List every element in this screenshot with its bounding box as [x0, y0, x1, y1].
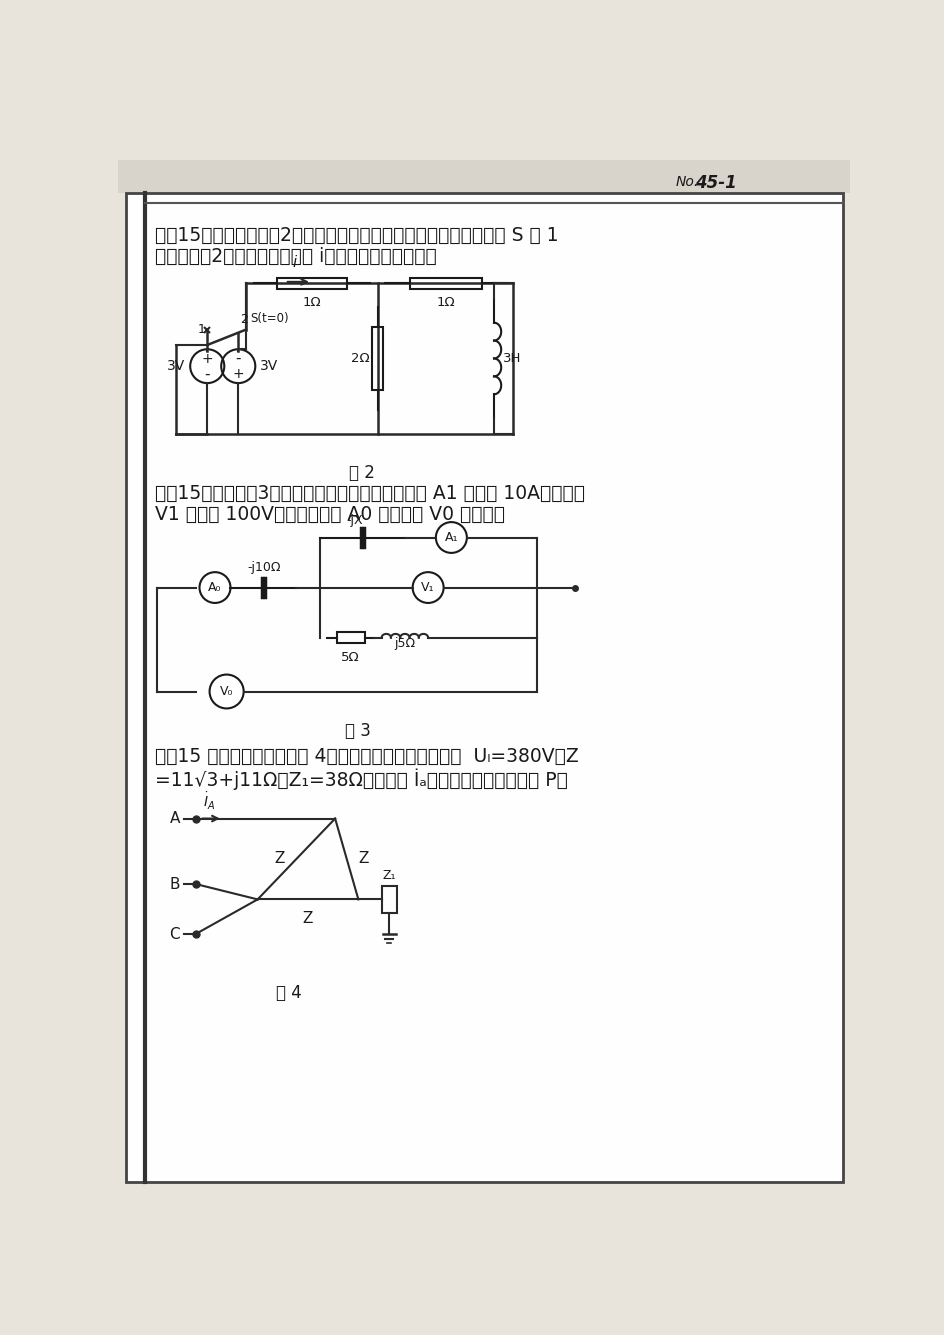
Text: +: + — [232, 367, 244, 380]
Text: Z: Z — [302, 910, 312, 926]
Text: 图 4: 图 4 — [276, 984, 301, 1003]
Bar — [118, 160, 850, 192]
Text: 3V: 3V — [260, 359, 278, 374]
Text: A: A — [170, 812, 180, 826]
Text: No.: No. — [675, 175, 699, 188]
Text: 3H: 3H — [503, 352, 521, 364]
Text: 2: 2 — [241, 314, 248, 327]
Text: $\dot{I}_A$: $\dot{I}_A$ — [203, 792, 215, 812]
Text: =11√3+j11Ω；Z₁=38Ω，求电流 İₐ，并计算电路的总功率 P。: =11√3+j11Ω；Z₁=38Ω，求电流 İₐ，并计算电路的总功率 P。 — [155, 769, 567, 790]
Text: -: - — [204, 366, 210, 382]
Text: A₀: A₀ — [208, 581, 222, 594]
Text: Z₁: Z₁ — [382, 869, 396, 882]
Text: 1: 1 — [197, 323, 206, 336]
Bar — [409, 278, 481, 288]
Text: -jX: -jX — [346, 514, 363, 526]
Circle shape — [435, 522, 466, 553]
Text: -j10Ω: -j10Ω — [246, 561, 280, 574]
Bar — [336, 633, 364, 643]
Circle shape — [413, 573, 443, 603]
Text: j5Ω: j5Ω — [394, 637, 415, 650]
Text: 3V: 3V — [167, 359, 185, 374]
Bar — [381, 885, 396, 913]
Text: V₀: V₀ — [220, 685, 233, 698]
Text: A₁: A₁ — [445, 531, 458, 543]
Text: 1Ω: 1Ω — [436, 296, 454, 310]
Text: B: B — [169, 877, 180, 892]
Text: V1 读数为 100V，计算电流表 A0 和电压表 V0 的读数。: V1 读数为 100V，计算电流表 A0 和电压表 V0 的读数。 — [155, 505, 505, 525]
Text: -: - — [235, 351, 241, 366]
Text: 45-1: 45-1 — [695, 175, 736, 192]
Text: +: + — [201, 351, 212, 366]
Text: Z: Z — [358, 852, 368, 866]
Text: 图 3: 图 3 — [346, 722, 371, 741]
Text: 三（15分）在（图3）正弦交流电路中，已知电流表 A1 读数为 10A，电压表: 三（15分）在（图3）正弦交流电路中，已知电流表 A1 读数为 10A，电压表 — [155, 483, 584, 502]
Bar — [372, 327, 382, 390]
Text: i: i — [293, 255, 296, 270]
Text: V₁: V₁ — [421, 581, 434, 594]
Text: 二（15分）电路如（图2）所示，换路前电路已处于稳态，当将开关 S 从 1: 二（15分）电路如（图2）所示，换路前电路已处于稳态，当将开关 S 从 1 — [155, 226, 558, 244]
Text: 5Ω: 5Ω — [341, 650, 360, 663]
Text: 1Ω: 1Ω — [302, 296, 321, 310]
Text: S(t=0): S(t=0) — [249, 312, 288, 324]
Text: 的位置合到2的位置后，求电流 i，并作出其变化曲线。: 的位置合到2的位置后，求电流 i，并作出其变化曲线。 — [155, 247, 437, 266]
Text: C: C — [169, 926, 180, 941]
Text: Z: Z — [274, 852, 284, 866]
Text: 2Ω: 2Ω — [350, 352, 369, 364]
Text: 四（15 分）在三相电路（图 4）中，三相对称电源线电压  Uₗ=380V，Z: 四（15 分）在三相电路（图 4）中，三相对称电源线电压 Uₗ=380V，Z — [155, 748, 579, 766]
Text: 图 2: 图 2 — [349, 465, 375, 482]
Circle shape — [210, 674, 244, 709]
Circle shape — [199, 573, 230, 603]
Bar — [277, 278, 346, 288]
